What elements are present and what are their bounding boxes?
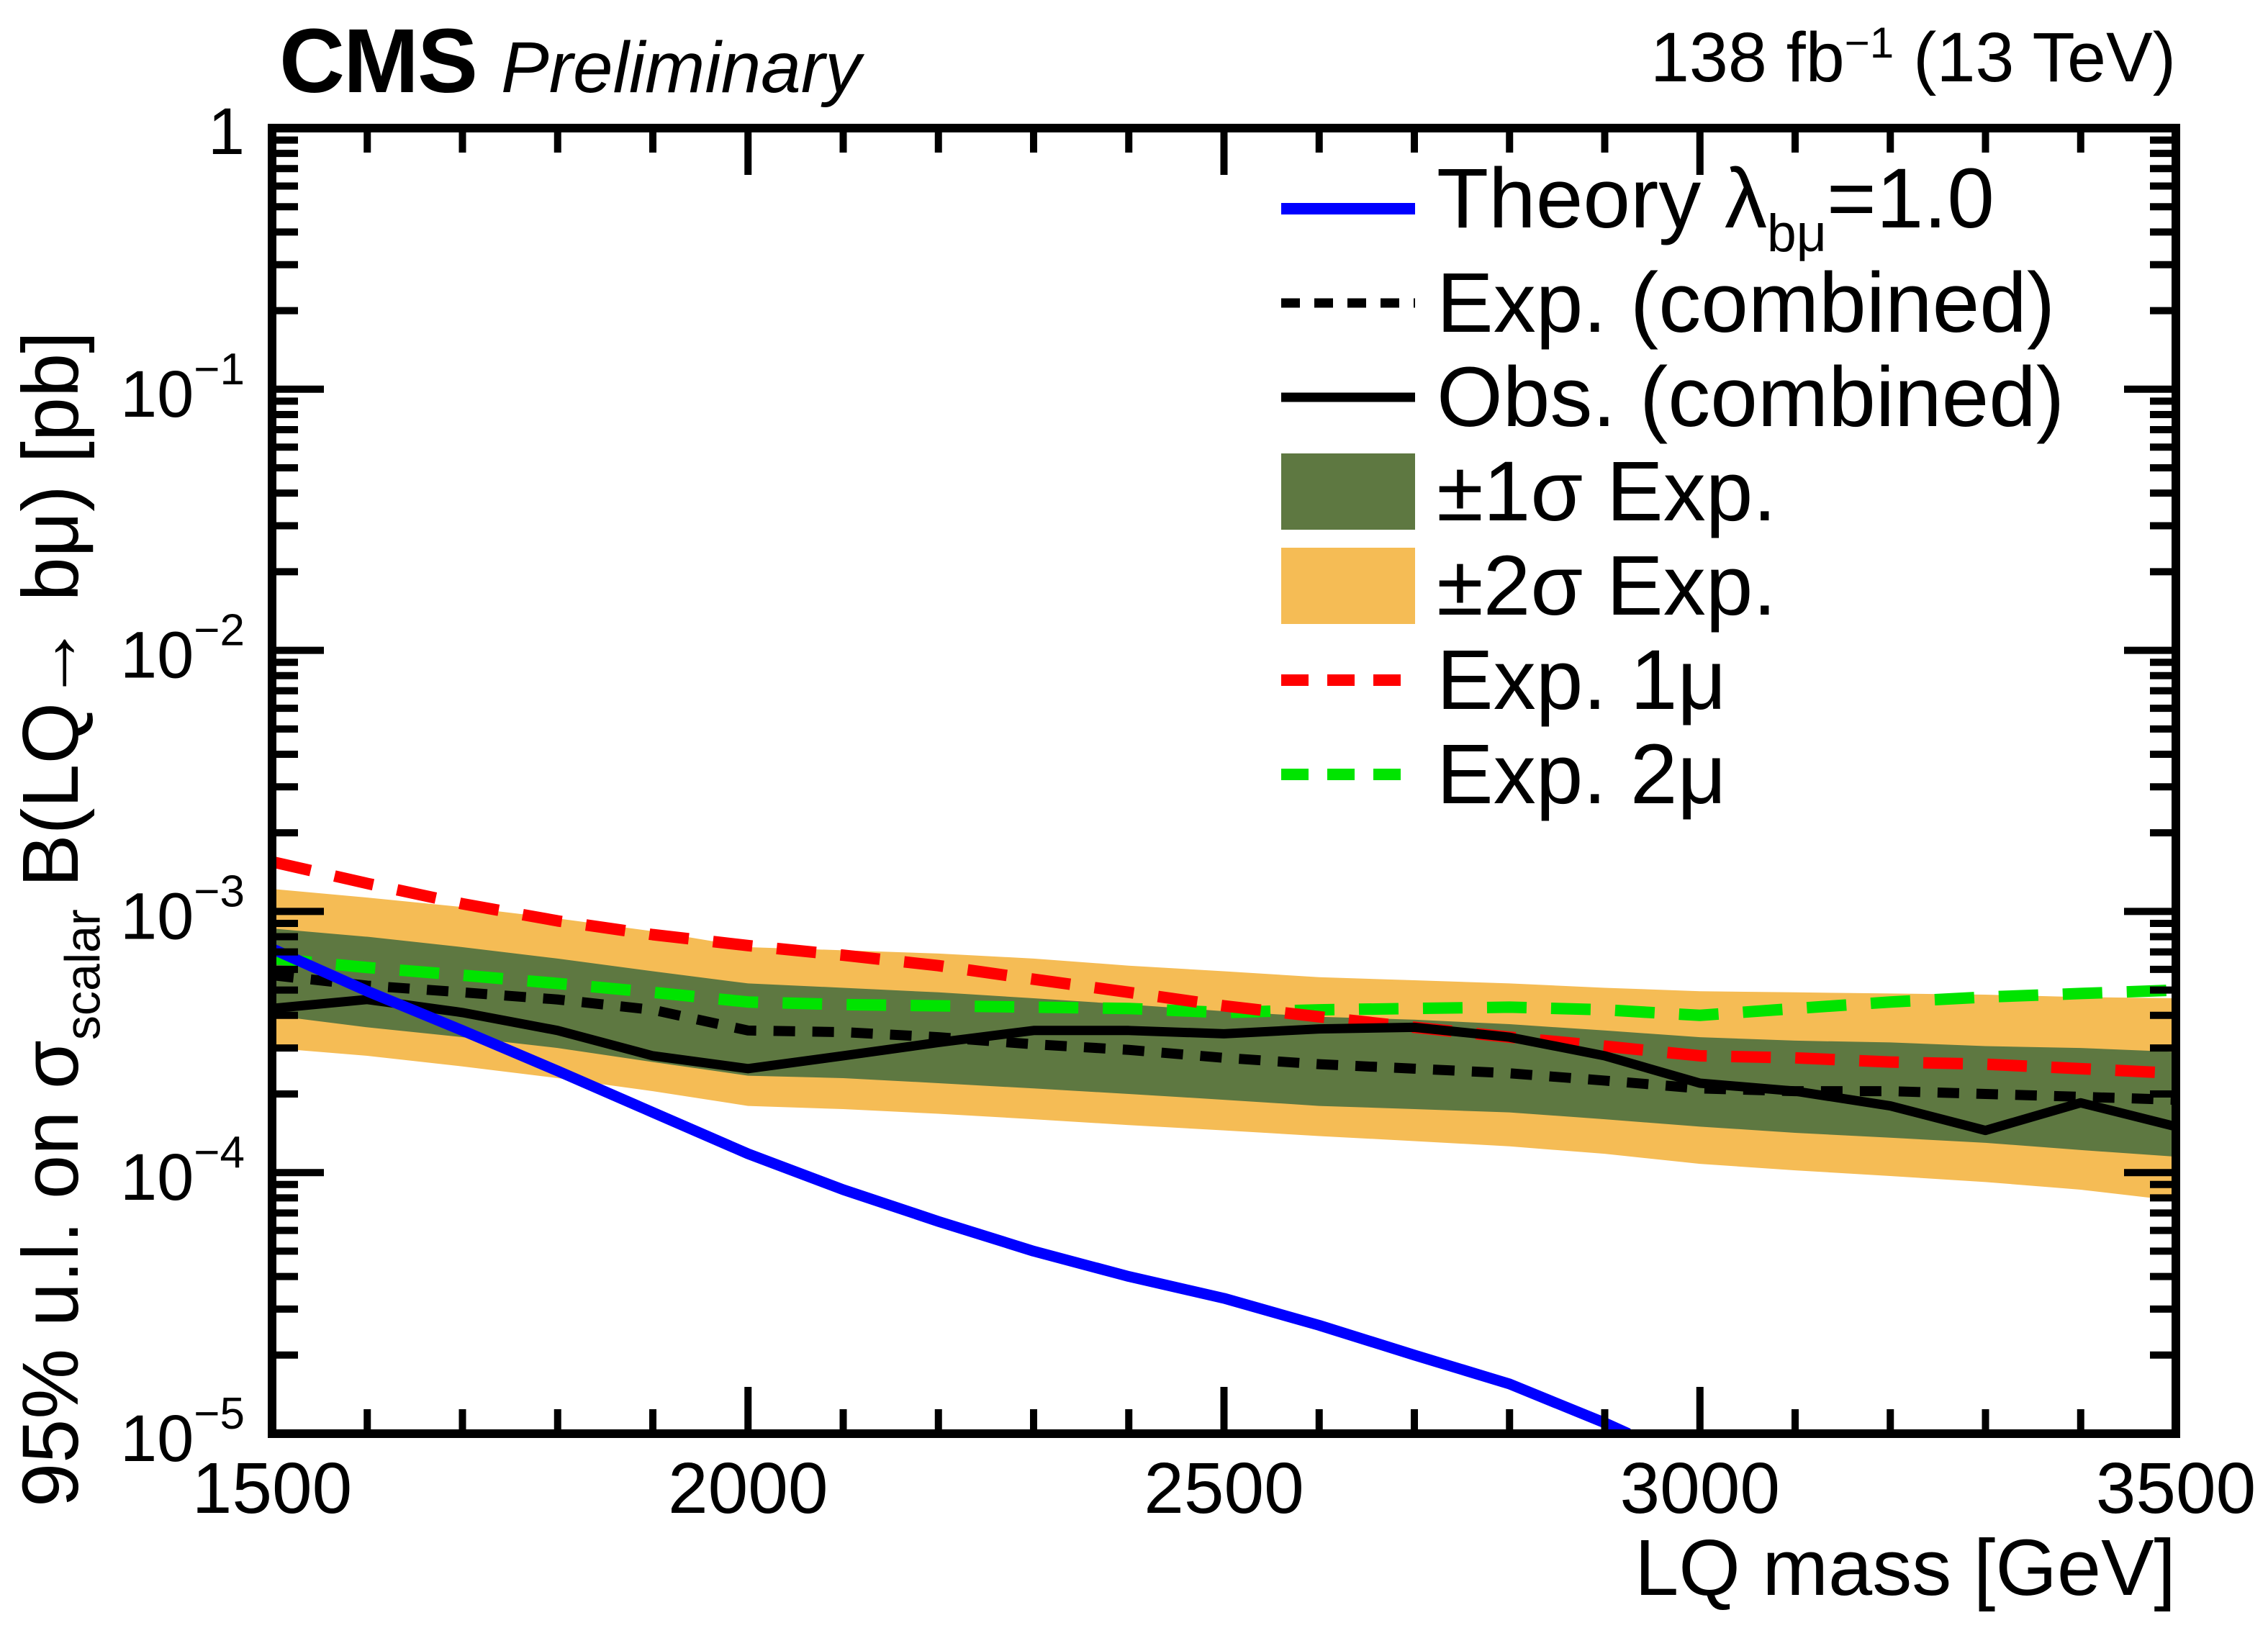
luminosity-label: 138 fb−1 (13 TeV)	[1650, 19, 2176, 92]
legend-line-exp-1mu	[1281, 674, 1415, 686]
y-tick-label: 10−1	[120, 345, 245, 431]
legend-item-label: Exp. 1μ	[1437, 632, 1727, 728]
legend-item-exp-2mu: Exp. 2μ	[1280, 727, 2064, 821]
band-band-1sigma	[272, 928, 2176, 1157]
y-axis-title: 95% u.l. on σscalar B(LQ→ bμ) [pb]	[6, 331, 111, 1507]
y-title-text-2: B(LQ→ bμ) [pb]	[6, 331, 95, 910]
series-exp-1mu	[272, 856, 2176, 1080]
y-title-subscript: scalar	[55, 909, 111, 1041]
legend-item-band-2sigma: ±2σ Exp.	[1280, 538, 2064, 633]
series-exp-combined	[272, 970, 2176, 1105]
x-tick-label: 3500	[2096, 1448, 2256, 1529]
legend-item-label: Theory λbμ=1.0	[1437, 151, 1994, 263]
y-title-text: 95% u.l. on σ	[6, 1040, 95, 1507]
lumi-exponent: −1	[1844, 19, 1894, 67]
x-tick-label: 3000	[1620, 1448, 1780, 1529]
legend-item-obs-combined: Obs. (combined)	[1280, 350, 2064, 444]
series-obs-combined	[272, 995, 2176, 1136]
experiment-header: CMS Preliminary	[279, 16, 861, 107]
cms-label: CMS	[279, 10, 478, 112]
x-tick-label: 2000	[668, 1448, 828, 1529]
plot-area	[272, 856, 2176, 1434]
legend-item-label: Exp. 2μ	[1437, 726, 1727, 822]
legend-item-exp-1mu: Exp. 1μ	[1280, 633, 2064, 727]
legend-swatch-band-1sigma	[1281, 453, 1415, 530]
legend-line-theory	[1281, 202, 1415, 214]
y-tick-label: 10−5	[120, 1389, 245, 1475]
legend: Theory λbμ=1.0 Exp. (combined) Obs. (combi…	[1280, 156, 2064, 821]
series-theory	[272, 944, 1631, 1434]
legend-line-exp-2mu	[1281, 768, 1415, 780]
preliminary-label: Preliminary	[501, 27, 862, 108]
legend-item-band-1sigma: ±1σ Exp.	[1280, 444, 2064, 538]
legend-item-label: ±1σ Exp.	[1437, 443, 1777, 539]
lumi-energy: (13 TeV)	[1894, 18, 2176, 97]
legend-item-label: Obs. (combined)	[1437, 349, 2065, 445]
legend-line-exp-combined	[1281, 298, 1415, 307]
legend-swatch-band-2sigma	[1281, 547, 1415, 624]
x-axis-title: LQ mass [GeV]	[1635, 1524, 2176, 1612]
legend-item-theory: Theory λbμ=1.0	[1280, 156, 2064, 260]
axis-ticks	[268, 125, 2179, 1437]
lumi-value: 138 fb	[1650, 18, 1845, 97]
legend-line-obs-combined	[1281, 392, 1415, 402]
legend-item-exp-combined: Exp. (combined)	[1280, 255, 2064, 350]
x-tick-labels: 1500 2000 2500 3000 3500	[192, 1448, 2256, 1529]
y-tick-label: 1	[208, 95, 245, 168]
x-tick-label: 1500	[192, 1448, 352, 1529]
y-tick-label: 10−3	[120, 867, 245, 953]
legend-item-label: ±2σ Exp.	[1437, 538, 1777, 633]
legend-item-label: Exp. (combined)	[1437, 255, 2056, 351]
x-tick-label: 2500	[1144, 1448, 1304, 1529]
y-tick-label: 10−4	[120, 1128, 245, 1214]
y-tick-label: 10−2	[120, 606, 245, 692]
y-tick-labels: 1 10−1 10−2 10−3 10−4 10−5	[120, 95, 245, 1475]
